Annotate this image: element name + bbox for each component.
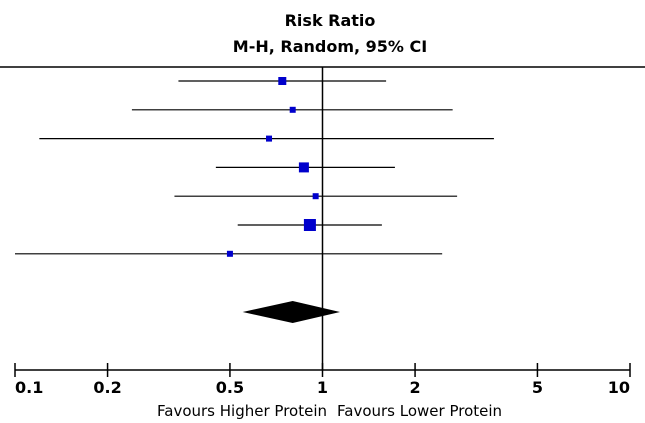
studies-layer: [15, 77, 494, 257]
favours-right-label: Favours Lower Protein: [337, 402, 502, 420]
study-point-marker: [289, 106, 296, 113]
x-tick-label: 0.1: [15, 378, 43, 397]
x-tick-label: 0.5: [216, 378, 244, 397]
study-row: [131, 106, 453, 113]
pooled-layer: [242, 301, 340, 323]
chart-subtitle: M-H, Random, 95% CI: [233, 37, 427, 56]
x-tick-label: 1: [317, 378, 328, 397]
x-tick-label: 5: [532, 378, 543, 397]
study-row: [215, 162, 395, 173]
x-tick-label: 0.2: [93, 378, 121, 397]
x-tick-label: 10: [608, 378, 630, 397]
study-row: [178, 77, 387, 85]
study-point-marker: [312, 193, 319, 200]
study-point-marker: [266, 135, 273, 142]
study-row: [15, 250, 443, 257]
favours-left-label: Favours Higher Protein: [157, 402, 327, 420]
x-tick-label: 2: [409, 378, 420, 397]
study-point-marker: [226, 250, 233, 257]
study-row: [174, 193, 458, 200]
study-point-marker: [303, 219, 316, 231]
study-point-marker: [278, 77, 287, 85]
chart-title: Risk Ratio: [285, 11, 376, 30]
study-row: [39, 135, 494, 142]
study-row: [237, 219, 382, 231]
study-point-marker: [298, 162, 309, 173]
ticks-layer: 0.1 0.2 0.5 1 2 5 10: [14, 363, 631, 397]
pooled-effect-diamond: [242, 301, 340, 323]
